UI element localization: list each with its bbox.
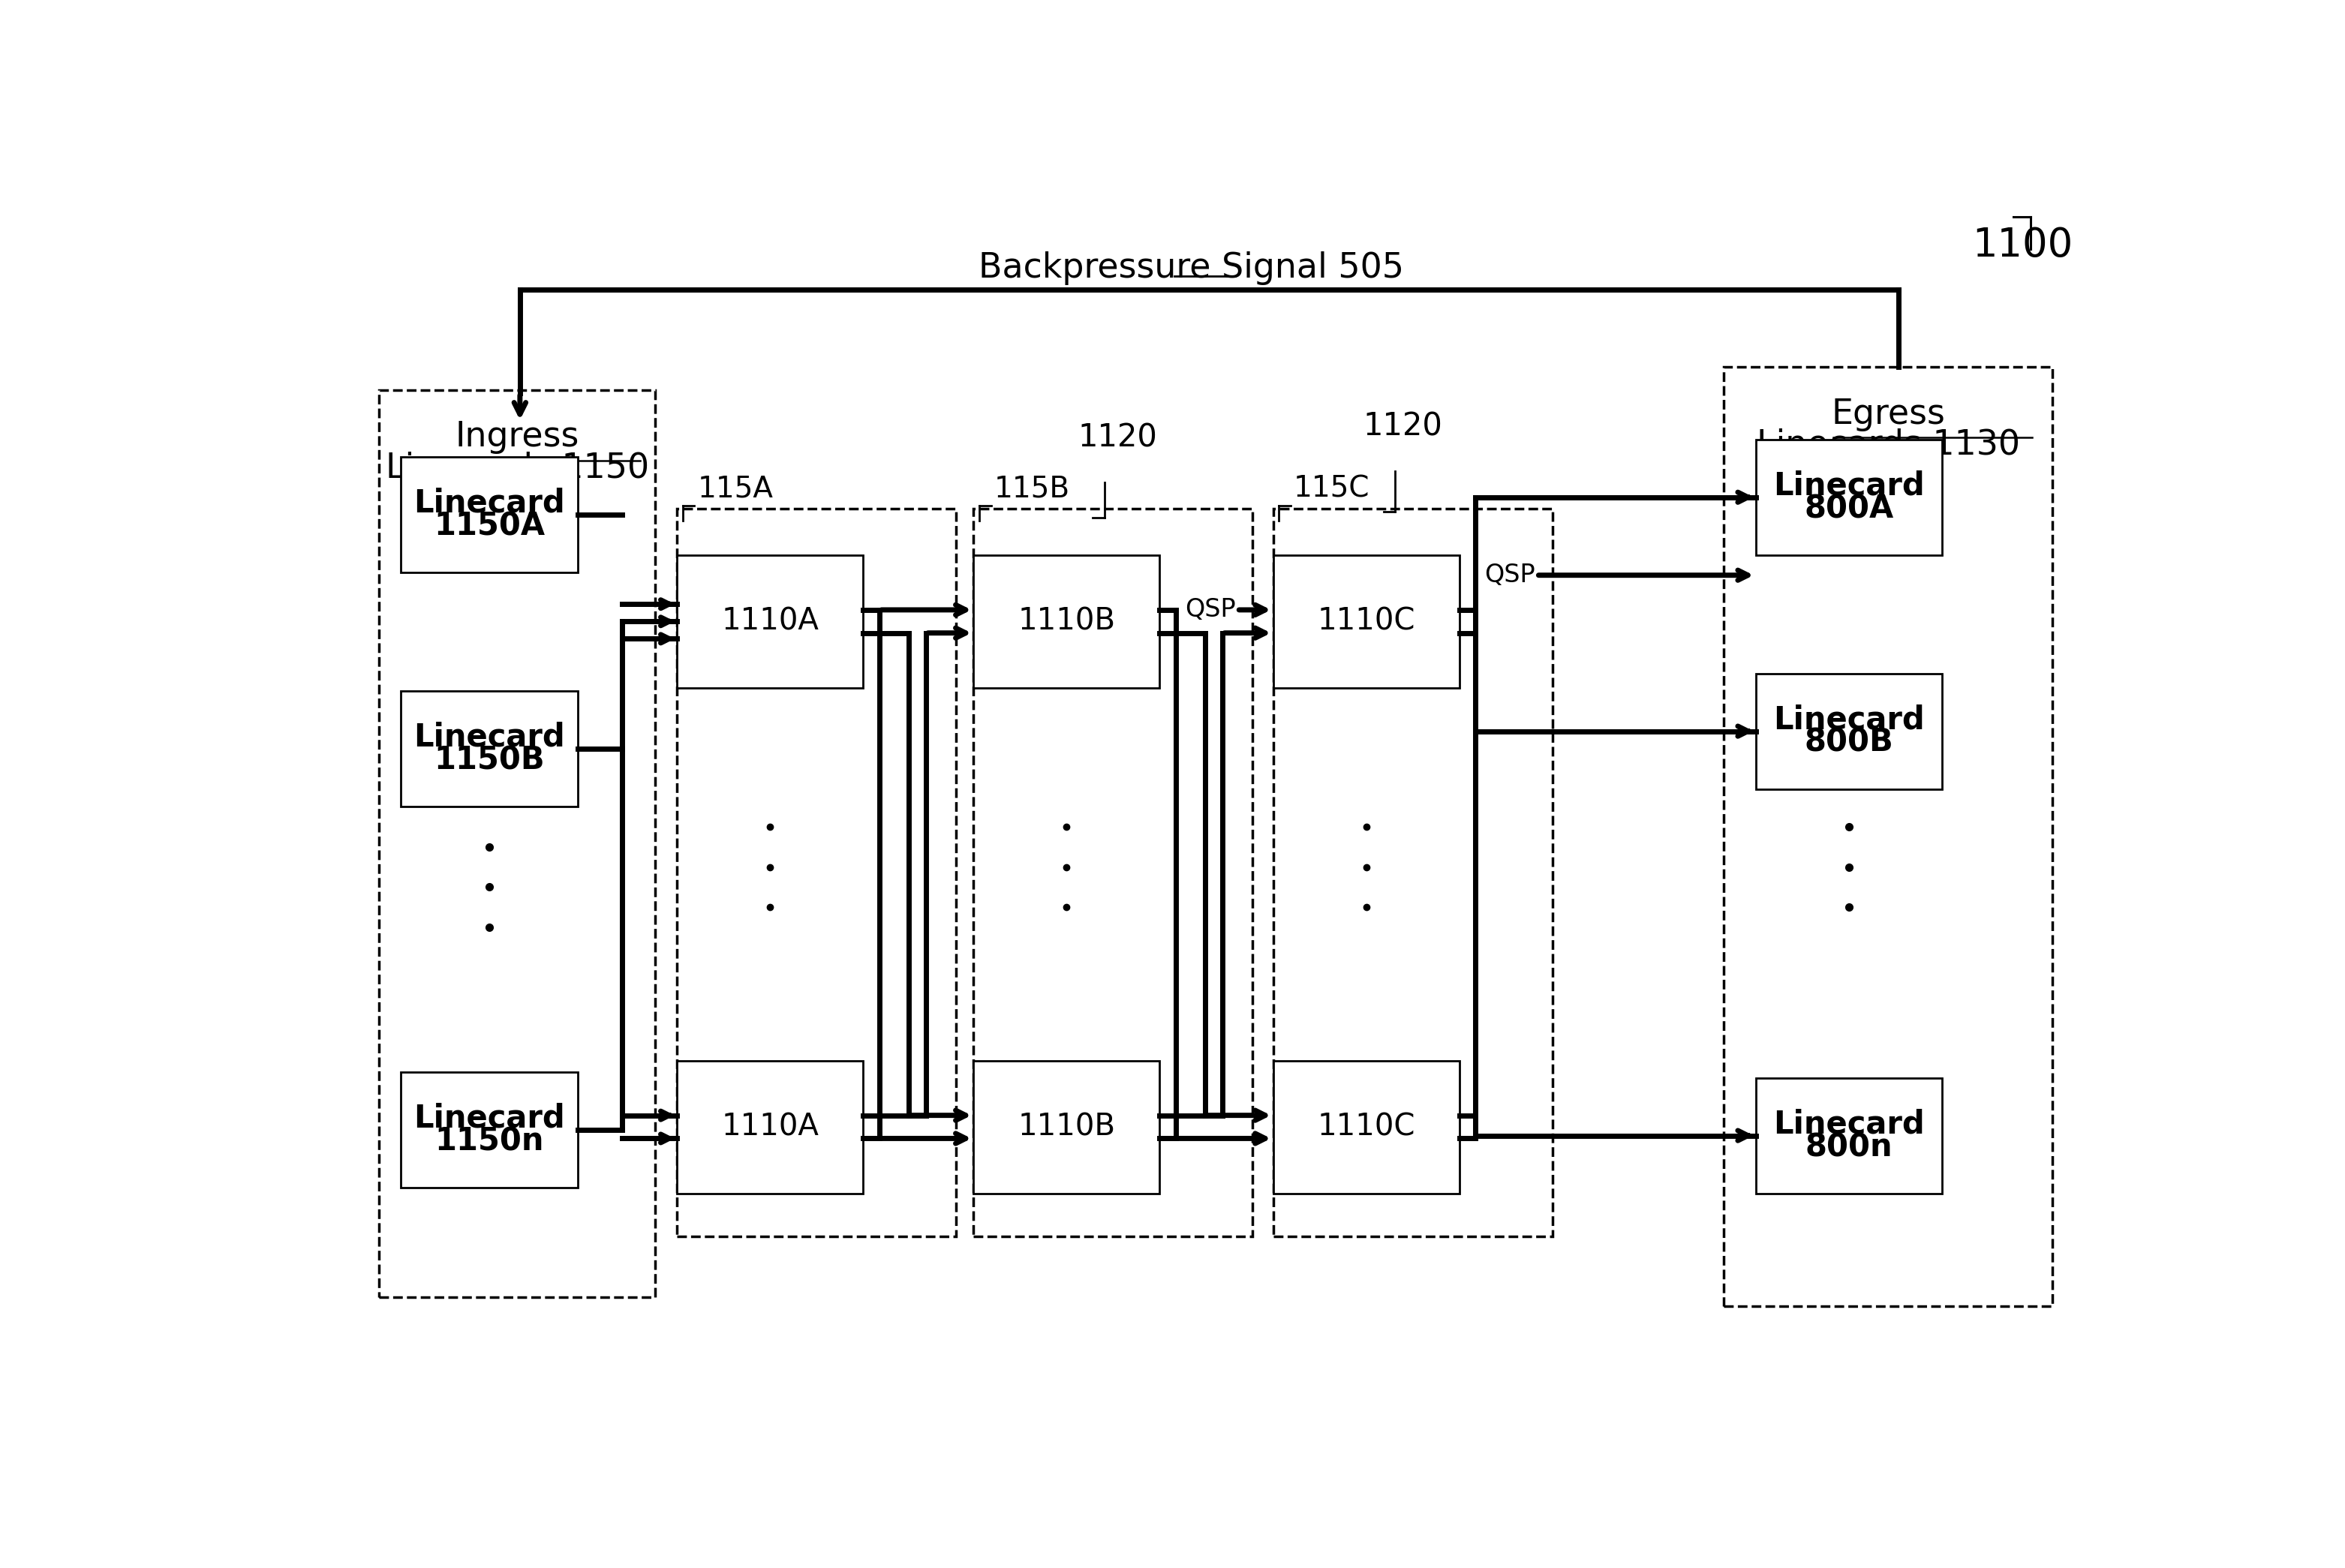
Text: Linecard: Linecard	[1773, 1109, 1925, 1140]
Text: QSP: QSP	[1184, 597, 1236, 622]
Text: 115A: 115A	[696, 475, 774, 503]
Bar	[678, 508, 957, 1237]
Bar	[973, 555, 1161, 688]
Text: 1110B: 1110B	[1018, 1112, 1116, 1142]
Text: Linecards 1130: Linecards 1130	[1756, 428, 2019, 461]
Bar	[401, 1073, 579, 1187]
Bar	[1756, 673, 1942, 789]
Text: 1150n: 1150n	[434, 1126, 544, 1157]
Bar	[1756, 1077, 1942, 1193]
Text: Ingress: Ingress	[455, 420, 579, 455]
Bar	[401, 456, 579, 572]
Text: QSP: QSP	[1484, 563, 1536, 588]
Text: 1150B: 1150B	[434, 745, 544, 776]
Text: Linecard: Linecard	[413, 1102, 565, 1134]
Text: Backpressure Signal 505: Backpressure Signal 505	[978, 251, 1405, 285]
Text: Linecard: Linecard	[413, 488, 565, 519]
Bar	[380, 390, 657, 1297]
Bar	[401, 691, 579, 806]
Bar	[1273, 555, 1459, 688]
Text: 1120: 1120	[1079, 422, 1158, 453]
Text: 115B: 115B	[994, 475, 1069, 503]
Text: 115C: 115C	[1294, 475, 1369, 503]
Bar	[678, 1060, 863, 1193]
Bar	[1273, 508, 1552, 1237]
Text: 800B: 800B	[1803, 728, 1892, 759]
Bar	[1273, 1060, 1459, 1193]
Text: 800A: 800A	[1803, 492, 1892, 525]
Text: 1100: 1100	[1972, 226, 2073, 265]
Text: 1110A: 1110A	[722, 607, 818, 637]
Text: 800n: 800n	[1806, 1132, 1892, 1163]
Text: 1110B: 1110B	[1018, 607, 1116, 637]
Text: 1110A: 1110A	[722, 1112, 818, 1142]
Bar	[973, 1060, 1161, 1193]
Text: Linecards 1150: Linecards 1150	[385, 452, 650, 485]
Text: Linecard: Linecard	[1773, 704, 1925, 735]
Bar	[973, 508, 1252, 1237]
Bar	[678, 555, 863, 688]
Text: 1110C: 1110C	[1318, 1112, 1414, 1142]
Text: Linecard: Linecard	[413, 721, 565, 753]
Text: 1150A: 1150A	[434, 510, 544, 543]
Text: 1110C: 1110C	[1318, 607, 1414, 637]
Bar	[1724, 367, 2052, 1306]
Text: 1120: 1120	[1362, 411, 1442, 442]
Text: Linecard: Linecard	[1773, 470, 1925, 502]
Bar	[1756, 439, 1942, 555]
Text: Egress: Egress	[1831, 397, 1944, 431]
